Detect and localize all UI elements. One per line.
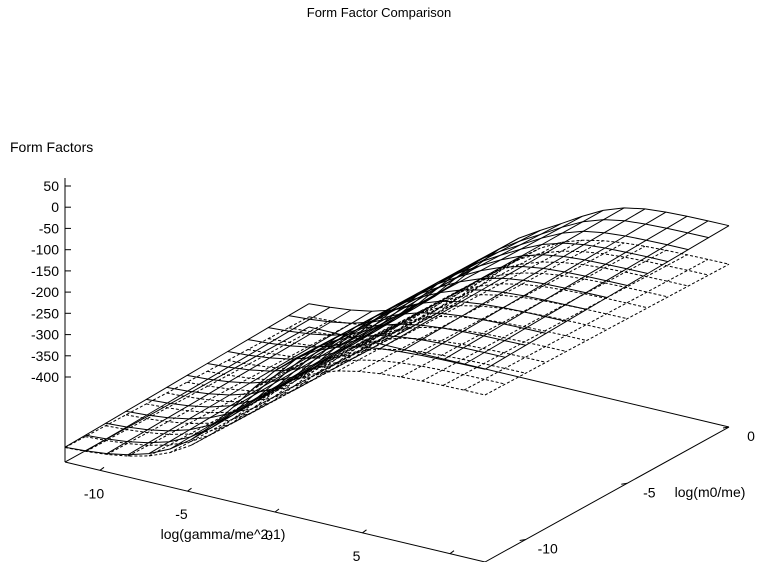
solid-surface-col-line xyxy=(148,309,394,455)
solid-surface-col-line xyxy=(127,310,373,456)
z-tick-label: -350 xyxy=(31,348,59,364)
solid-surface-row-line xyxy=(207,265,628,372)
dashed-surface-col-line xyxy=(442,254,688,386)
solid-surface-row-line xyxy=(125,312,547,420)
solid-surface-row-line xyxy=(105,323,526,432)
x-tick xyxy=(274,508,280,513)
base-edge-back xyxy=(308,326,730,428)
x-tick xyxy=(449,550,455,555)
dashed-surface-row-line xyxy=(146,326,567,414)
y-tick-label: 0 xyxy=(747,428,755,444)
x-axis-label: log(gamma/me^2-1) xyxy=(161,526,286,542)
ticks-group: 500-50-100-150-200-250-300-350-400-10-50… xyxy=(31,178,755,562)
solid-surface-col-line xyxy=(442,215,688,361)
dashed-surface-row-line xyxy=(105,348,526,435)
dashed-surface-col-line xyxy=(253,271,499,404)
x-tick xyxy=(362,529,367,534)
solid-surface-col-line xyxy=(295,230,541,359)
dashed-surface-col-line xyxy=(337,239,583,372)
solid-surface-col-line xyxy=(421,211,667,356)
z-axis-label: Form Factors xyxy=(10,139,93,155)
dashed-surface-col-line xyxy=(64,316,310,448)
dashed-surface-row-line xyxy=(85,359,506,446)
solid-surface-row-line xyxy=(227,254,648,360)
dashed-surface-col-line xyxy=(463,258,709,391)
dashed-surface-col-line xyxy=(232,287,478,420)
x-tick xyxy=(187,487,192,492)
z-tick-label: 50 xyxy=(43,178,59,194)
solid-surface-col-line xyxy=(64,303,310,448)
dashed-surface-col-line xyxy=(400,245,646,378)
x-tick xyxy=(99,466,105,471)
x-tick-label: -5 xyxy=(175,506,188,522)
solid-surface-col-line xyxy=(169,304,415,450)
y-tick xyxy=(519,539,526,541)
dashed-surface-col-line xyxy=(295,247,541,380)
solid-surface-col-line xyxy=(463,220,709,365)
chart-title: Form Factor Comparison xyxy=(307,5,451,20)
dashed-surface-col-line xyxy=(484,263,730,396)
dashed-surface-row-line xyxy=(125,337,547,425)
x-tick-label: 0 xyxy=(265,527,273,543)
solid-surface-col-line xyxy=(337,215,583,348)
axes-group xyxy=(64,178,730,562)
y-tick-label: -10 xyxy=(538,541,558,557)
x-tick-label: 5 xyxy=(353,548,361,562)
y-tick-label: -5 xyxy=(643,484,656,500)
solid-surface-col-line xyxy=(274,237,520,372)
solid-surface-col-line xyxy=(85,306,331,452)
z-tick-label: -150 xyxy=(31,263,59,279)
z-tick-label: -200 xyxy=(31,284,59,300)
dashed-surface-col-line xyxy=(421,249,667,382)
z-tick-label: -400 xyxy=(31,369,59,385)
dashed-surface-col-line xyxy=(379,242,625,375)
z-tick-label: -50 xyxy=(39,220,59,236)
y-axis-label: log(m0/me) xyxy=(675,484,746,500)
dashed-surface-row-line xyxy=(186,305,608,392)
dashed-surface-col-line xyxy=(85,320,331,452)
solid-surface-col-line xyxy=(358,209,604,348)
dashed-surface-col-line xyxy=(316,241,562,374)
y-tick xyxy=(722,426,730,429)
solid-surface-col-line xyxy=(484,225,730,370)
dashed-surface-row-line xyxy=(64,370,486,457)
dashed-surface-col-line xyxy=(127,324,373,457)
x-tick-label: -10 xyxy=(84,485,104,501)
dashed-surface-col-line xyxy=(358,240,604,372)
solid-surface-col-line xyxy=(190,295,436,441)
z-tick-label: -300 xyxy=(31,327,59,343)
solid-surface-col-line xyxy=(379,207,625,350)
solid-surface-col-line xyxy=(106,309,352,455)
y-tick xyxy=(621,482,628,485)
dashed-surface-col-line xyxy=(169,321,415,454)
solid-surface-row-line xyxy=(268,230,689,336)
z-tick-label: -250 xyxy=(31,305,59,321)
solid-surface-col-line xyxy=(253,249,499,389)
z-tick-label: -100 xyxy=(31,242,59,258)
solid-surface-col-line xyxy=(316,223,562,351)
solid-surface-col-line xyxy=(400,208,646,353)
solid-surface-col-line xyxy=(232,265,478,408)
z-tick-label: 0 xyxy=(51,199,59,215)
solid-surface xyxy=(64,207,730,456)
dashed-surface-col-line xyxy=(106,323,352,455)
solid-surface-row-line xyxy=(146,300,567,408)
